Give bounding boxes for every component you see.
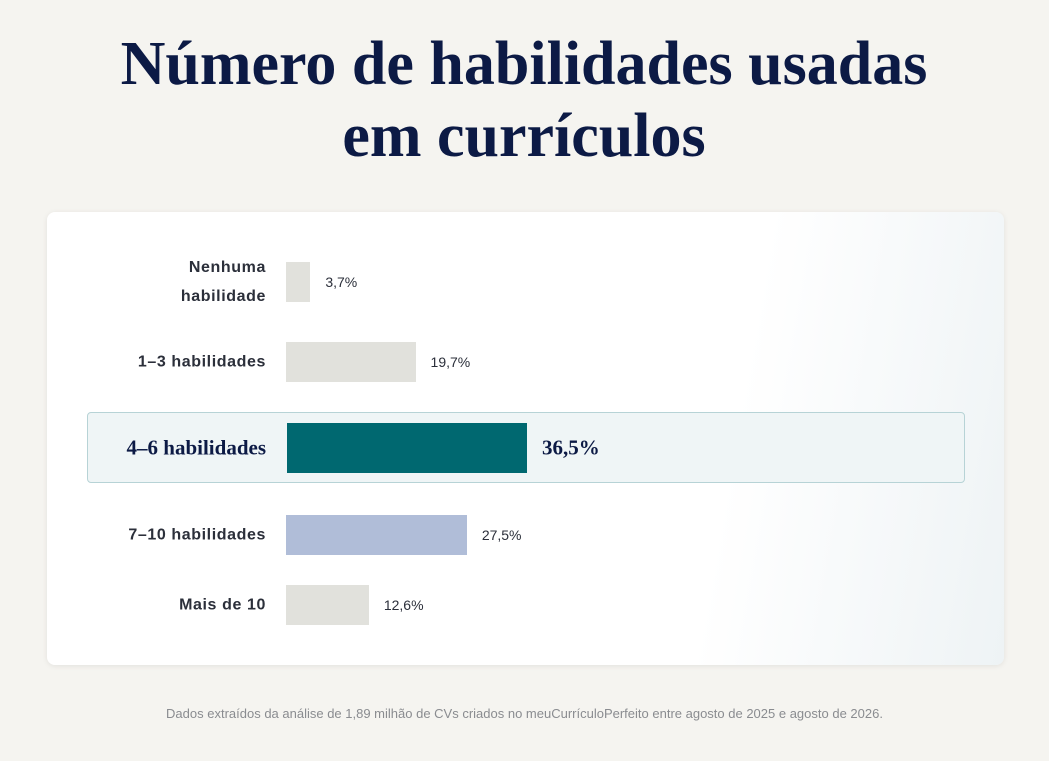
bar <box>286 342 416 382</box>
category-label: 1–3 habilidades <box>137 353 266 371</box>
bar <box>287 423 527 473</box>
category-label: 7–10 habilidades <box>128 526 266 544</box>
value-label: 36,5% <box>542 435 600 460</box>
category-label: Nenhuma habilidade <box>180 259 266 305</box>
footnote: Dados extraídos da análise de 1,89 milhã… <box>166 706 883 721</box>
value-label: 12,6% <box>383 597 424 613</box>
bar <box>286 515 467 555</box>
category-label: Mais de 10 <box>179 596 266 614</box>
bar <box>286 585 369 625</box>
category-label: 4–6 habilidades <box>126 435 266 460</box>
value-label: 19,7% <box>430 354 471 370</box>
chart-title: Número de habilidades usadas em currícul… <box>120 30 928 170</box>
chart-card: Nenhuma habilidade 3,7% 1–3 habilidades 19,… <box>47 212 1004 665</box>
value-label: 3,7% <box>325 274 358 290</box>
bar <box>286 262 311 302</box>
value-label: 27,5% <box>481 527 522 543</box>
